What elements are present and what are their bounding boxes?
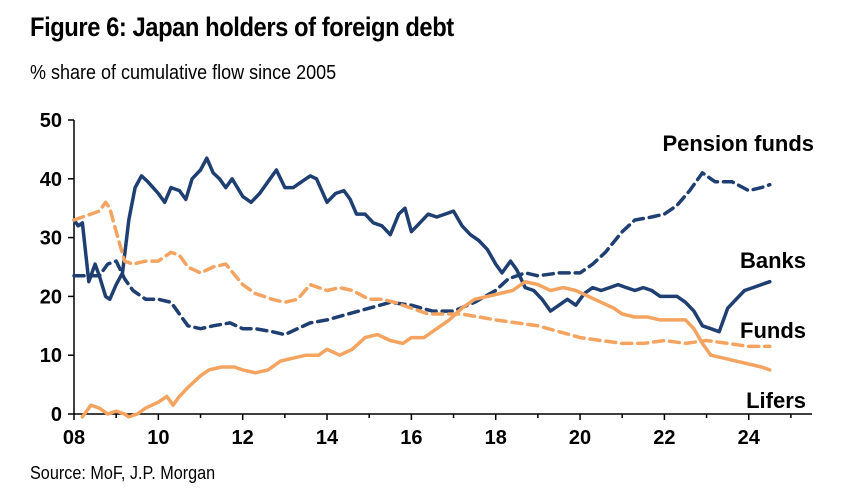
y-tick-label: 30 [40, 228, 62, 250]
y-tick-label: 40 [40, 169, 62, 191]
x-tick-label: 18 [485, 427, 507, 449]
chart-subtitle: % share of cumulative flow since 2005 [30, 62, 337, 84]
x-tick-label: 14 [316, 427, 339, 449]
series-label-funds: Funds [740, 318, 806, 343]
x-tick-label: 22 [653, 427, 675, 449]
y-tick-label: 10 [40, 345, 62, 367]
x-tick-label: 24 [738, 427, 761, 449]
series-label-pension-funds: Pension funds [662, 131, 814, 156]
y-tick-label: 0 [51, 404, 62, 426]
y-tick-label: 20 [40, 286, 62, 308]
source-note: Source: MoF, J.P. Morgan [30, 463, 216, 483]
x-tick-label: 10 [147, 427, 169, 449]
series-label-lifers: Lifers [746, 388, 806, 413]
series-line-lifers [80, 279, 772, 419]
series-line-funds [72, 200, 772, 349]
x-tick-label: 08 [63, 427, 85, 449]
x-tick-label: 20 [569, 427, 591, 449]
series-line-banks [72, 156, 772, 334]
series-label-banks: Banks [740, 248, 806, 273]
y-tick-label: 50 [40, 110, 62, 132]
x-tick-label: 12 [232, 427, 254, 449]
chart-title: Figure 6: Japan holders of foreign debt [30, 12, 454, 42]
x-tick-label: 16 [400, 427, 422, 449]
